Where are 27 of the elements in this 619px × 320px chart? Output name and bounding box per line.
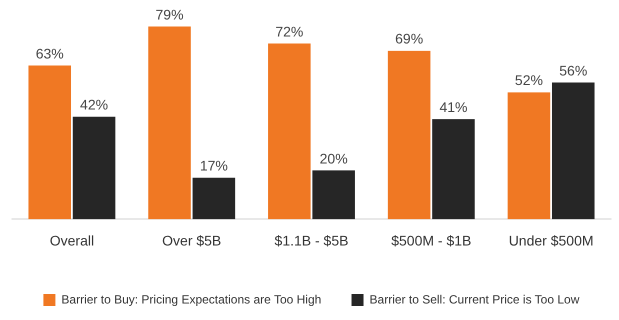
bar bbox=[552, 82, 595, 220]
data-label: 42% bbox=[80, 96, 108, 113]
legend-label: Barrier to Sell: Current Price is Too Low bbox=[370, 292, 580, 306]
bar bbox=[388, 50, 430, 220]
data-label: 52% bbox=[514, 72, 543, 88]
data-label: 17% bbox=[200, 158, 228, 174]
x-tick-label: $1.1B - $5B bbox=[274, 232, 348, 248]
data-label: 79% bbox=[156, 6, 184, 22]
bar bbox=[268, 44, 311, 220]
data-label: 41% bbox=[439, 99, 468, 116]
bar bbox=[432, 119, 475, 220]
x-tick-label: Over $5B bbox=[162, 232, 222, 248]
data-label: 72% bbox=[275, 23, 304, 40]
bar bbox=[508, 92, 550, 220]
data-label: 69% bbox=[395, 30, 424, 47]
x-tick-label: $500M - $1B bbox=[391, 232, 472, 248]
data-label: 56% bbox=[559, 62, 588, 78]
x-tick-label: Under $500M bbox=[508, 232, 594, 248]
data-label: 63% bbox=[36, 45, 64, 62]
bar bbox=[312, 170, 355, 220]
x-tick-label: Overall bbox=[50, 232, 94, 248]
bar bbox=[148, 26, 191, 220]
bar bbox=[192, 178, 236, 220]
bar bbox=[28, 65, 72, 220]
legend-label: Barrier to Buy: Pricing Expectations are Too High bbox=[61, 292, 322, 306]
bar bbox=[72, 116, 116, 220]
data-label: 20% bbox=[320, 150, 348, 166]
